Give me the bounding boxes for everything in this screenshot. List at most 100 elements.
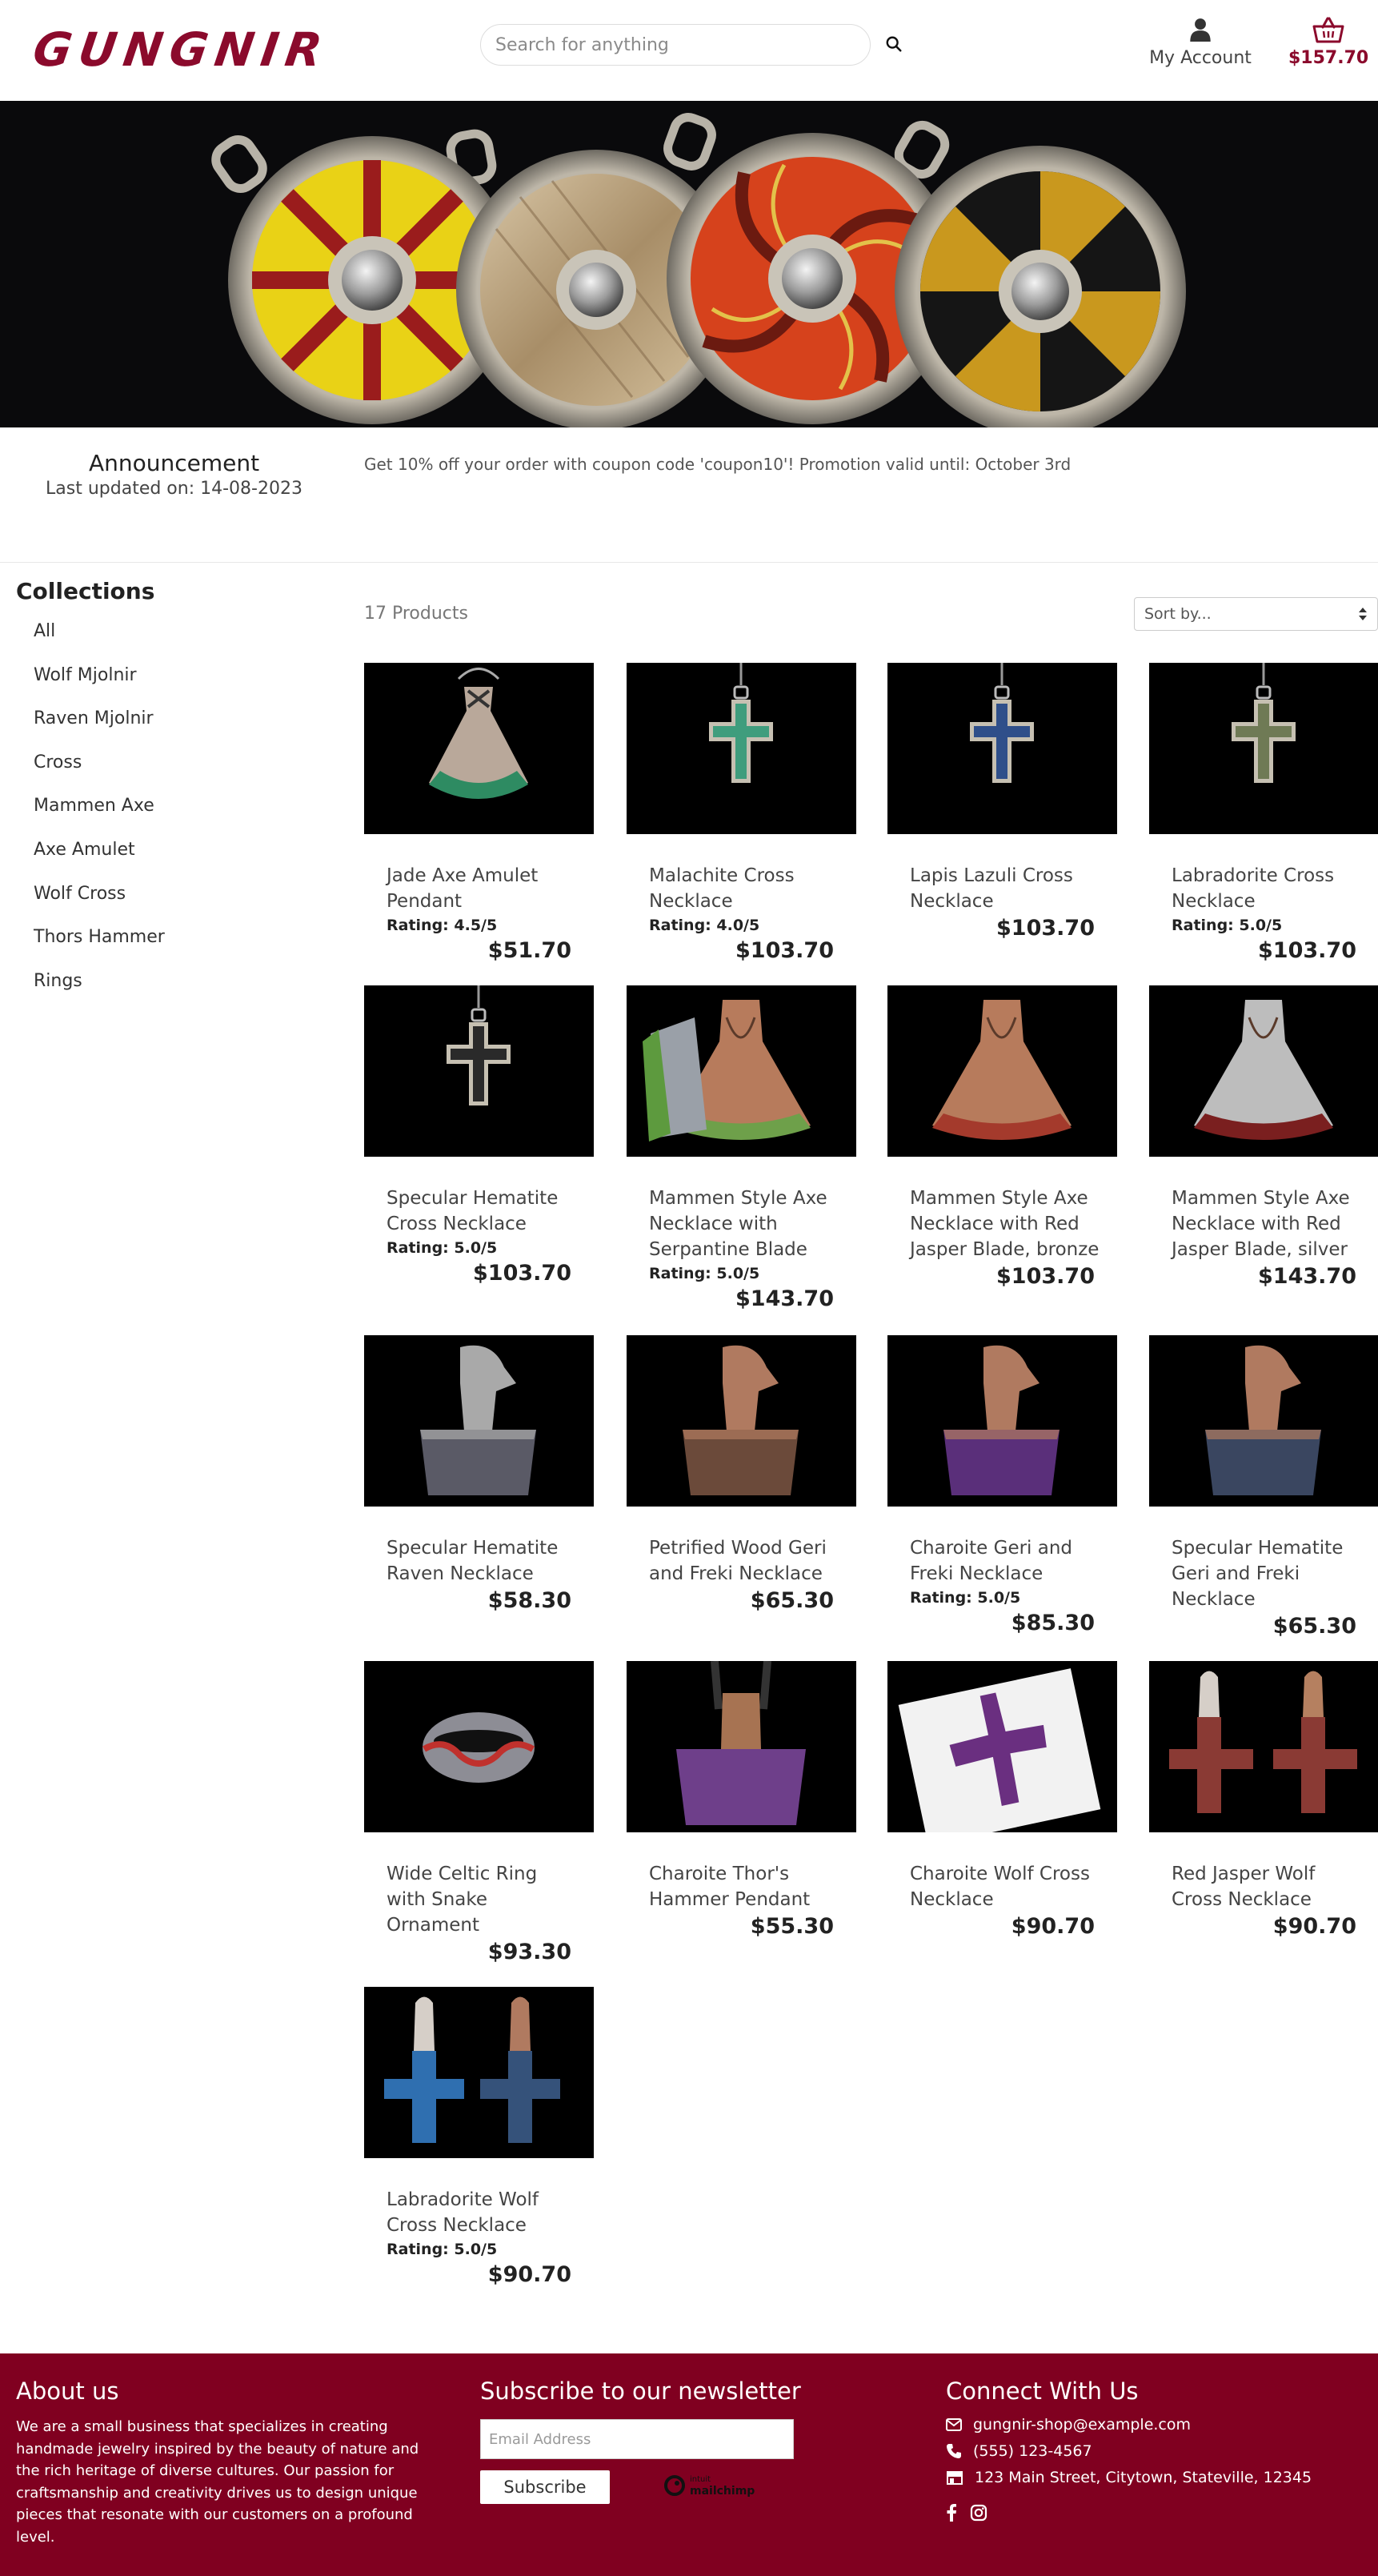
product-card[interactable]: Mammen Style Axe Necklace with Red Jaspe…: [1149, 985, 1378, 1291]
collection-item-cross[interactable]: Cross: [34, 752, 82, 772]
my-account-label: My Account: [1149, 48, 1252, 68]
cart-button[interactable]: $157.70: [1288, 16, 1368, 68]
facebook-icon[interactable]: [946, 2504, 957, 2525]
product-card[interactable]: Wide Celtic Ring with Snake Ornament $93.…: [364, 1661, 594, 1967]
instagram-icon[interactable]: [970, 2504, 987, 2525]
product-image[interactable]: [627, 985, 856, 1157]
announcement-date: Last updated on: 14-08-2023: [46, 479, 302, 499]
product-card[interactable]: Lapis Lazuli Cross Necklace $103.70: [887, 663, 1117, 943]
product-price: $103.70: [996, 916, 1095, 941]
product-image[interactable]: [364, 1335, 594, 1507]
product-image-art: [643, 1000, 811, 1142]
product-price: $143.70: [735, 1286, 834, 1311]
store-icon: [947, 2471, 963, 2485]
product-name[interactable]: Specular Hematite Cross Necklace: [387, 1188, 559, 1234]
product-name[interactable]: Red Jasper Wolf Cross Necklace: [1172, 1864, 1316, 1910]
product-name[interactable]: Specular Hematite Geri and Freki Necklac…: [1172, 1538, 1344, 1610]
product-card[interactable]: Mammen Style Axe Necklace with Serpantin…: [627, 985, 856, 1314]
product-card[interactable]: Malachite Cross Necklace Rating: 4.0/5 $10…: [627, 663, 856, 965]
collection-item-axe-amulet[interactable]: Axe Amulet: [34, 839, 135, 860]
contact-phone[interactable]: (555) 123-4567: [946, 2442, 1092, 2460]
collection-item-wolf-cross[interactable]: Wolf Cross: [34, 883, 126, 904]
product-card[interactable]: Red Jasper Wolf Cross Necklace $90.70: [1149, 1661, 1378, 1941]
product-name[interactable]: Charoite Wolf Cross Necklace: [910, 1864, 1090, 1910]
sort-select[interactable]: Sort by...: [1134, 597, 1378, 631]
collection-item-raven-mjolnir[interactable]: Raven Mjolnir: [34, 708, 154, 729]
product-image[interactable]: [627, 663, 856, 834]
collection-item-wolf-mjolnir[interactable]: Wolf Mjolnir: [34, 664, 137, 685]
product-name[interactable]: Mammen Style Axe Necklace with Red Jaspe…: [910, 1188, 1100, 1260]
product-price: $103.70: [735, 938, 834, 963]
product-name[interactable]: Petrified Wood Geri and Freki Necklace: [649, 1538, 827, 1584]
newsletter-title: Subscribe to our newsletter: [480, 2377, 801, 2405]
basket-icon: [1312, 17, 1344, 43]
site-header: GUNGNIR My Account $157.70: [0, 0, 1378, 101]
product-card[interactable]: Charoite Thor's Hammer Pendant $55.30: [627, 1661, 856, 1941]
product-name[interactable]: Labradorite Cross Necklace: [1172, 865, 1335, 912]
product-name[interactable]: Wide Celtic Ring with Snake Ornament: [387, 1864, 538, 1936]
product-image[interactable]: [887, 663, 1117, 834]
product-image-art: [709, 663, 773, 783]
product-image[interactable]: [364, 1661, 594, 1832]
contact-address: 123 Main Street, Citytown, Stateville, 1…: [946, 2469, 1312, 2486]
product-image[interactable]: [627, 1335, 856, 1507]
my-account-link[interactable]: My Account: [1140, 18, 1260, 68]
product-name[interactable]: Labradorite Wolf Cross Necklace: [387, 2189, 539, 2236]
email-field[interactable]: [480, 2419, 794, 2459]
product-card[interactable]: Labradorite Wolf Cross Necklace Rating: 5…: [364, 1987, 594, 2289]
product-image[interactable]: [887, 1661, 1117, 1832]
product-name[interactable]: Lapis Lazuli Cross Necklace: [910, 865, 1073, 912]
product-card[interactable]: Specular Hematite Geri and Freki Necklac…: [1149, 1335, 1378, 1641]
collections-title: Collections: [16, 578, 155, 604]
product-image[interactable]: [1149, 663, 1378, 834]
product-image[interactable]: [364, 1987, 594, 2158]
product-card[interactable]: Labradorite Cross Necklace Rating: 5.0/5 $…: [1149, 663, 1378, 965]
product-name[interactable]: Mammen Style Axe Necklace with Red Jaspe…: [1172, 1188, 1350, 1260]
product-card[interactable]: Specular Hematite Cross Necklace Rating: …: [364, 985, 594, 1288]
product-name[interactable]: Jade Axe Amulet Pendant: [387, 865, 539, 912]
product-count: 17 Products: [364, 604, 468, 624]
site-logo[interactable]: GUNGNIR: [30, 22, 333, 77]
search-button[interactable]: [880, 30, 907, 58]
product-name[interactable]: Malachite Cross Necklace: [649, 865, 795, 912]
product-card[interactable]: Petrified Wood Geri and Freki Necklace $6…: [627, 1335, 856, 1615]
product-image[interactable]: [1149, 1335, 1378, 1507]
product-price: $93.30: [487, 1940, 571, 1964]
product-price: $55.30: [750, 1914, 834, 1939]
product-image-art: [1169, 1671, 1357, 1813]
mailchimp-intuit-text: intuit: [690, 2475, 711, 2484]
product-card[interactable]: Specular Hematite Raven Necklace $58.30: [364, 1335, 594, 1615]
product-image[interactable]: [364, 663, 594, 834]
collection-item-rings[interactable]: Rings: [34, 970, 82, 991]
product-card[interactable]: Mammen Style Axe Necklace with Red Jaspe…: [887, 985, 1117, 1291]
collection-item-mammen-axe[interactable]: Mammen Axe: [34, 796, 154, 817]
collection-item-thors-hammer[interactable]: Thors Hammer: [34, 927, 165, 948]
mailchimp-badge[interactable]: intuit mailchimp: [664, 2474, 755, 2498]
product-image[interactable]: [887, 1335, 1117, 1507]
contact-email[interactable]: gungnir-shop@example.com: [946, 2416, 1191, 2434]
sort-select-label: Sort by...: [1144, 605, 1212, 623]
product-image[interactable]: [887, 985, 1117, 1157]
product-name[interactable]: Mammen Style Axe Necklace with Serpantin…: [649, 1188, 827, 1260]
product-image-art: [429, 668, 528, 799]
product-name[interactable]: Charoite Thor's Hammer Pendant: [649, 1864, 811, 1910]
product-image-art: [384, 1996, 560, 2143]
subscribe-button[interactable]: Subscribe: [480, 2470, 610, 2504]
collection-item-all[interactable]: All: [34, 621, 56, 641]
product-card[interactable]: Charoite Wolf Cross Necklace $90.70: [887, 1661, 1117, 1941]
product-image[interactable]: [1149, 985, 1378, 1157]
product-image[interactable]: [1149, 1661, 1378, 1832]
mailchimp-icon: [664, 2475, 685, 2496]
product-image[interactable]: [364, 985, 594, 1157]
product-card[interactable]: Charoite Geri and Freki Necklace Rating: …: [887, 1335, 1117, 1638]
product-card[interactable]: Jade Axe Amulet Pendant Rating: 4.5/5 $51.…: [364, 663, 594, 965]
search-input[interactable]: [480, 24, 871, 66]
product-image-art: [898, 1668, 1101, 1832]
product-image[interactable]: [627, 1661, 856, 1832]
product-name[interactable]: Charoite Geri and Freki Necklace: [910, 1538, 1073, 1584]
product-name[interactable]: Specular Hematite Raven Necklace: [387, 1538, 559, 1584]
product-rating: Rating: 5.0/5: [910, 1589, 1021, 1607]
product-image-art: [420, 1345, 536, 1495]
announcement-text: Get 10% off your order with coupon code …: [364, 455, 1072, 474]
social-links: [946, 2504, 987, 2525]
